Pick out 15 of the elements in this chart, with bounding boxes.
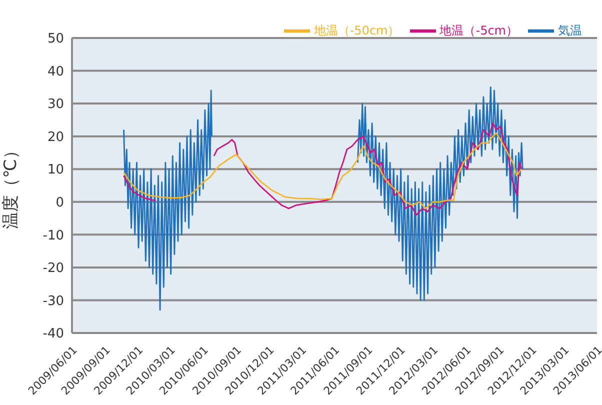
y-tick-label: 20	[47, 130, 64, 145]
y-axis-title: 温度（℃）	[1, 142, 22, 230]
y-tick-label: 50	[47, 32, 64, 47]
y-tick-label: 40	[47, 64, 64, 80]
legend-label: 地温（-50cm）	[314, 23, 400, 38]
y-tick-label: 0	[56, 196, 64, 211]
line-series	[123, 132, 522, 210]
y-tick-label: -40	[42, 326, 64, 342]
legend-label: 地温（-5cm）	[440, 23, 518, 38]
legend-label: 気温	[558, 23, 582, 38]
y-tick-label: 10	[47, 162, 64, 178]
y-tick-label: -20	[42, 261, 64, 276]
y-tick-label: 30	[47, 97, 64, 112]
y-tick-label: -30	[42, 294, 64, 309]
y-tick-label: -10	[42, 228, 64, 244]
